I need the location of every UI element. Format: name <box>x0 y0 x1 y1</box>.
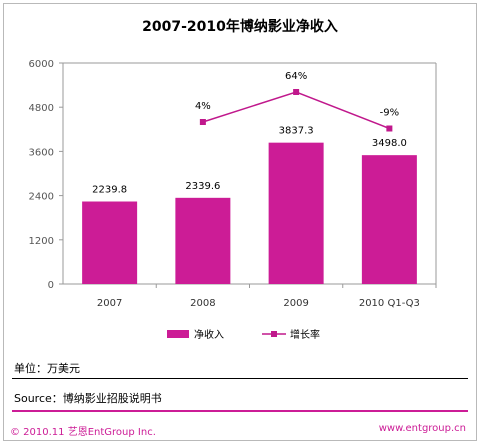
bar-2 <box>175 197 231 284</box>
growth-value-label: -9% <box>380 108 399 119</box>
growth-line <box>202 91 390 130</box>
growth-value-label: 4% <box>195 101 211 112</box>
website-link[interactable]: www.entgroup.cn <box>378 423 466 434</box>
y-tick-label: 4800 <box>29 103 54 114</box>
growth-marker <box>386 125 393 132</box>
bar-value-label: 3837.3 <box>279 126 314 137</box>
chart-frame: 2007-2010年博纳影业净收入 0 1200 2400 3600 4800 6000 … <box>3 3 477 441</box>
bar-value-label: 2339.6 <box>185 181 220 192</box>
copyright-text: © 2010.11 艺恩EntGroup Inc. <box>10 427 156 438</box>
bar-line-chart: 0 1200 2400 3600 4800 6000 2239.8 2339.6 3837.3… <box>29 59 437 341</box>
divider-2 <box>12 410 468 412</box>
x-category-label: 2010 Q1-Q3 <box>359 298 420 309</box>
legend-line-marker <box>271 331 277 337</box>
legend-bar-swatch <box>167 330 189 338</box>
y-tick-label: 2400 <box>29 192 54 203</box>
bar-value-label: 3498.0 <box>372 138 407 149</box>
x-category-label: 2007 <box>97 298 122 309</box>
x-category-label: 2008 <box>190 298 215 309</box>
y-tick-label: 3600 <box>29 147 54 158</box>
x-category-label: 2009 <box>283 298 308 309</box>
unit-note: 单位：万美元 <box>14 362 80 375</box>
growth-marker <box>199 119 206 125</box>
legend-line-label: 增长率 <box>290 328 320 341</box>
source-note: Source：博纳影业招股说明书 <box>14 392 162 405</box>
divider-1 <box>12 378 468 379</box>
growth-value-label: 64% <box>285 71 307 82</box>
bar-1 <box>82 201 138 284</box>
y-tick-label: 1200 <box>29 236 54 247</box>
chart-title: 2007-2010年博纳影业净收入 <box>142 19 338 35</box>
y-tick-label: 6000 <box>29 59 54 70</box>
bar-value-label: 2239.8 <box>92 185 127 196</box>
legend-bar-label: 净收入 <box>194 328 224 341</box>
growth-marker <box>293 89 300 95</box>
bar-3 <box>268 142 324 284</box>
bar-4 <box>361 155 417 284</box>
y-tick-label: 0 <box>48 280 54 291</box>
